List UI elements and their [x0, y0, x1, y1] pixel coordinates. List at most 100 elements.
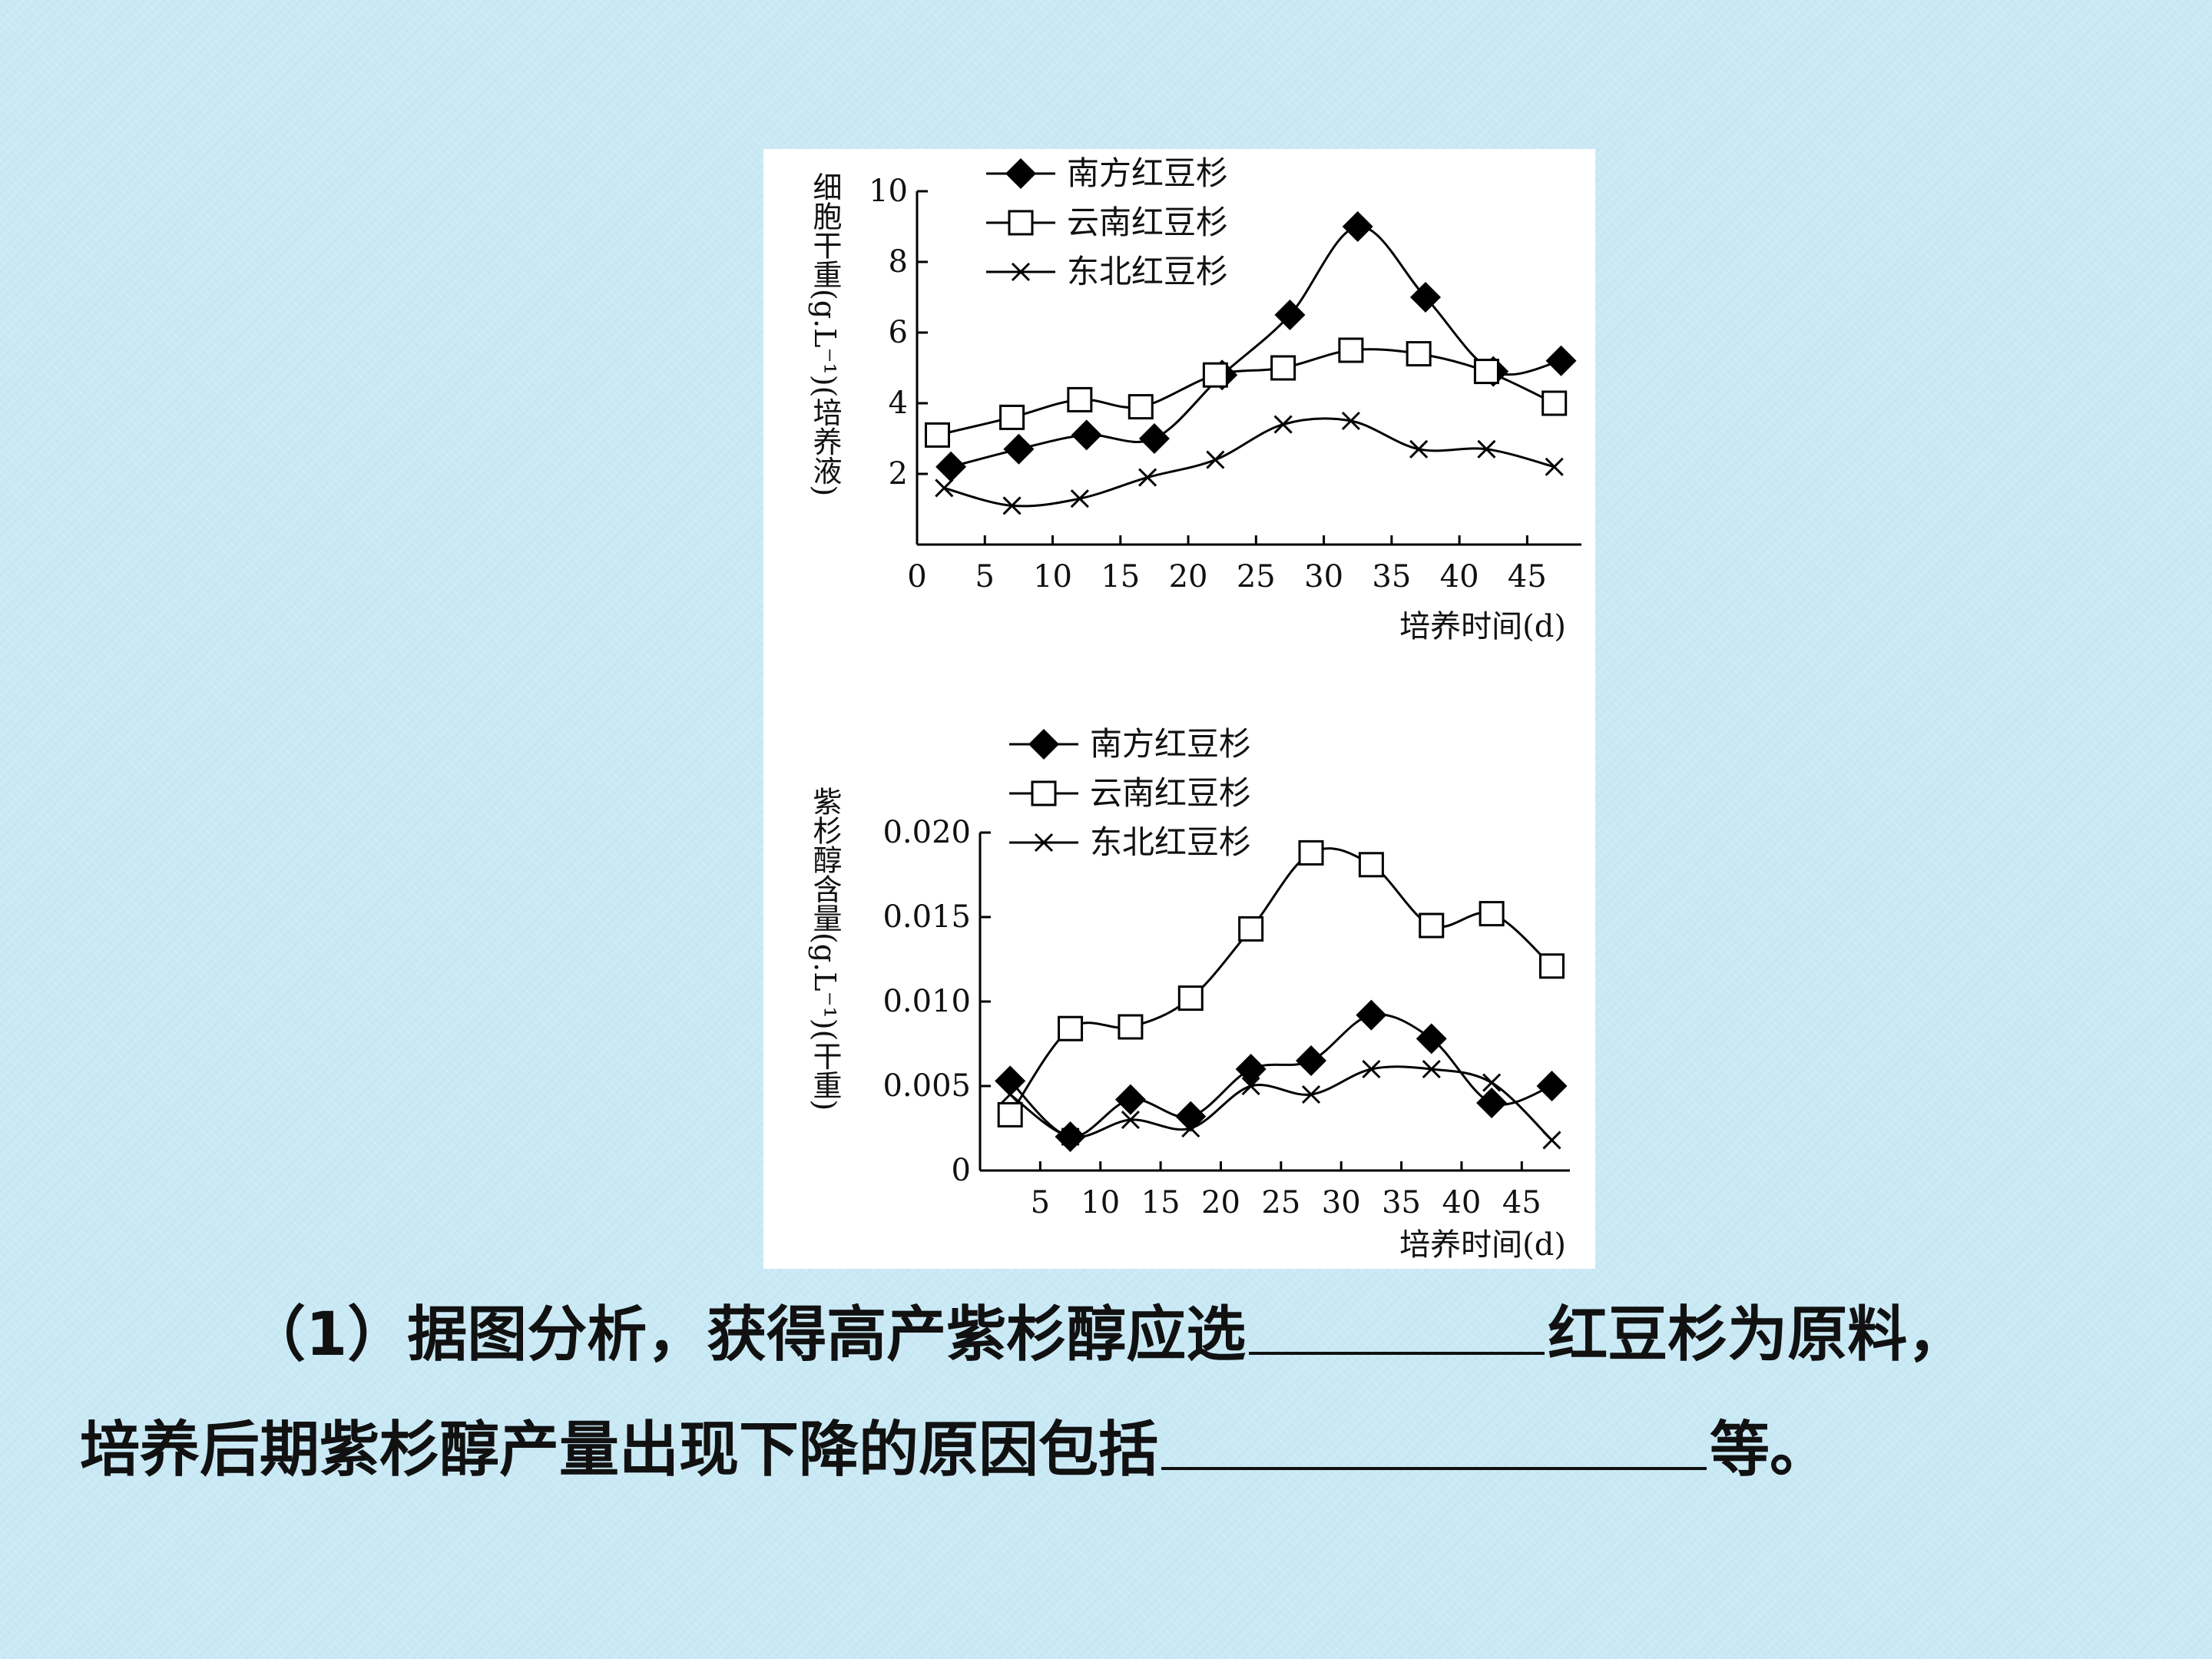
y-axis-label: 紫杉醇含量(g.L⁻¹)(干重): [808, 786, 842, 1111]
series-dongbei-line: [1009, 1065, 1553, 1141]
x-tick-label: 15: [1141, 1185, 1181, 1220]
series-nanfang-point: [1138, 423, 1170, 454]
series-yunnan-point: [1058, 1015, 1084, 1041]
x-tick-label: 40: [1440, 559, 1479, 594]
y-tick-label: 0: [952, 1153, 971, 1188]
series-yunnan-point: [999, 404, 1025, 430]
answer-blank-2[interactable]: [1161, 1407, 1707, 1470]
y-tick-label: 4: [889, 386, 908, 421]
series-yunnan-point: [1358, 852, 1384, 878]
x-tick-label: 15: [1101, 559, 1140, 594]
question-text-1a: （1）据图分析，获得高产紫杉醇应选: [246, 1300, 1247, 1369]
series-dongbei-point: [1001, 1084, 1020, 1104]
series-dongbei-point: [1206, 450, 1225, 469]
series-nanfang-point: [1416, 1023, 1447, 1055]
series-dongbei-point: [1477, 439, 1496, 459]
series-yunnan-line: [1008, 847, 1553, 1116]
series-nanfang-point: [1235, 1054, 1267, 1084]
y-tick-label: 0.005: [882, 1068, 971, 1104]
series-nanfang-point: [1536, 1071, 1568, 1101]
question-line-2: 培养后期紫杉醇产量出现下降的原因包括 等。: [0, 1404, 2212, 1496]
series-yunnan-point: [997, 1101, 1023, 1128]
series-nanfang-point: [935, 451, 967, 482]
y-tick-label: 6: [889, 315, 908, 350]
series-yunnan-point: [1479, 901, 1505, 927]
legend-series-nanfang-label: 南方红豆杉: [1067, 154, 1228, 192]
series-nanfang-point: [1342, 211, 1373, 242]
series-dongbei-point: [1273, 415, 1293, 434]
legend-series-yunnan-label: 云南红豆杉: [1067, 204, 1228, 241]
series-nanfang-point: [1114, 1084, 1146, 1115]
y-tick-label: 2: [889, 456, 908, 492]
legend-series-yunnan-label: 云南红豆杉: [1090, 774, 1251, 812]
series-nanfang-point: [1476, 1088, 1508, 1118]
x-tick-label: 40: [1442, 1185, 1481, 1220]
series-dongbei-line: [943, 417, 1555, 508]
series-dongbei-point: [1121, 1110, 1140, 1130]
series-nanfang-point: [1545, 345, 1577, 376]
question-text-1b: 红豆杉为原料，: [1548, 1300, 1968, 1369]
series-yunnan-point: [1298, 839, 1324, 866]
series-dongbei-point: [1301, 1084, 1321, 1104]
series-dongbei-point: [1070, 489, 1089, 508]
y-axis-label: 细胞干重(g.L⁻¹)(培养液): [808, 172, 842, 496]
x-tick-label: 35: [1382, 1185, 1421, 1220]
series-dongbei-point: [1362, 1059, 1381, 1079]
question-line-1: （1）据图分析，获得高产紫杉醇应选 红豆杉为原料，: [0, 1289, 2212, 1381]
series-yunnan-point: [1067, 386, 1093, 412]
legend-series-nanfang-marker: [1005, 158, 1036, 189]
series-yunnan-point: [1538, 953, 1565, 979]
legend-series-dongbei-marker: [1034, 833, 1054, 853]
series-nanfang-line: [1009, 1013, 1552, 1138]
y-tick-label: 10: [869, 174, 908, 209]
series-yunnan-point: [1238, 916, 1264, 942]
series-dongbei-point: [1138, 468, 1157, 487]
y-tick-label: 8: [889, 244, 908, 280]
series-nanfang-line: [950, 225, 1561, 469]
series-nanfang-point: [995, 1065, 1026, 1097]
series-dongbei-point: [1545, 457, 1564, 476]
x-tick-label: 20: [1169, 559, 1208, 594]
x-tick-label: 0: [907, 559, 926, 594]
legend-series-dongbei-marker: [1011, 262, 1031, 282]
legend-series-nanfang-marker: [1028, 729, 1059, 760]
x-tick-label: 45: [1508, 559, 1547, 594]
series-yunnan-point: [1118, 1014, 1144, 1040]
series-dongbei-point: [1542, 1131, 1561, 1150]
x-tick-label: 5: [1031, 1185, 1050, 1220]
legend-series-dongbei-label: 东北红豆杉: [1067, 253, 1228, 290]
answer-blank-1[interactable]: [1249, 1292, 1545, 1355]
x-tick-label: 30: [1304, 559, 1343, 594]
y-tick-label: 0.010: [882, 984, 971, 1019]
series-dongbei-point: [1341, 411, 1360, 431]
y-tick-label: 0.020: [882, 815, 971, 850]
series-dongbei-point: [1482, 1073, 1502, 1092]
series-nanfang-point: [1296, 1045, 1327, 1076]
chart-2: 0 0.005 0.010 0.015 0.020 5 10 15 20 25 30 35 40 45 紫杉…: [808, 725, 1570, 1263]
series-yunnan-point: [1338, 337, 1364, 363]
x-tick-label: 20: [1201, 1185, 1240, 1220]
series-yunnan-point: [924, 422, 950, 448]
series-yunnan-point: [1406, 341, 1432, 367]
x-tick-label: 10: [1033, 559, 1072, 594]
legend-series-yunnan-marker: [1008, 210, 1034, 236]
chart-1: 2 4 6 8 10 0 5 10 15 20 25 30 35 40 45 细胞干重(g.L⁻¹)(培养液)…: [808, 154, 1581, 644]
series-yunnan-point: [1419, 912, 1445, 939]
series-dongbei-point: [1241, 1076, 1260, 1096]
question-text-2b: 等。: [1710, 1416, 1830, 1485]
x-axis-label: 培养时间(d): [1399, 609, 1566, 644]
series-nanfang-point: [1003, 433, 1035, 465]
series-nanfang-point: [1356, 999, 1387, 1031]
series-nanfang-point: [1274, 300, 1306, 330]
x-tick-label: 5: [975, 559, 995, 594]
series-yunnan-point: [1270, 355, 1296, 381]
x-tick-label: 25: [1237, 559, 1276, 594]
question-text-2a: 培养后期紫杉醇产量出现下降的原因包括: [80, 1416, 1159, 1485]
x-tick-label: 10: [1081, 1185, 1120, 1220]
y-tick-label: 0.015: [882, 899, 971, 935]
series-yunnan-point: [1177, 985, 1204, 1012]
legend-series-dongbei-label: 东北红豆杉: [1090, 823, 1251, 861]
series-dongbei-point: [1409, 439, 1429, 459]
series-dongbei-point: [1002, 496, 1022, 515]
x-tick-label: 35: [1372, 559, 1411, 594]
